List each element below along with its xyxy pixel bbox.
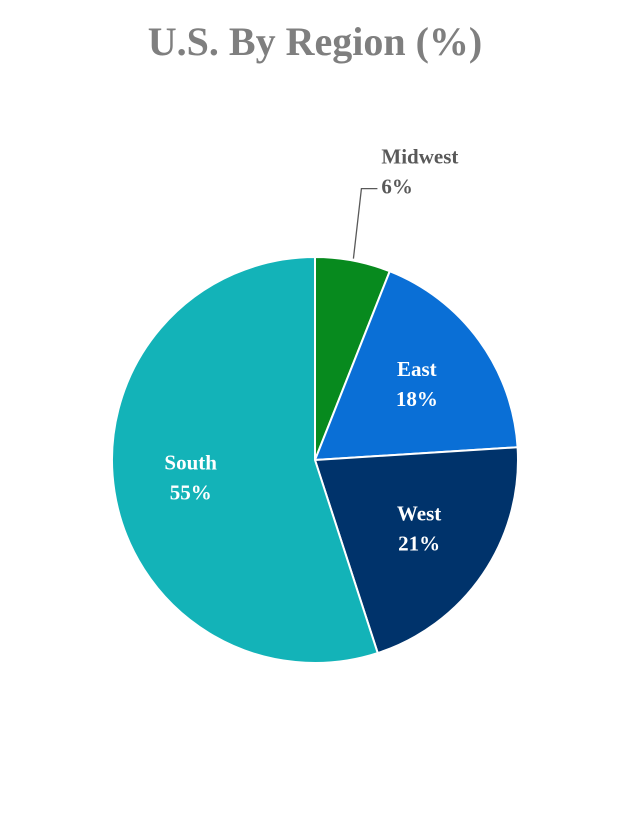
slice-category-label: Midwest	[381, 144, 458, 168]
slice-value-label: 21%	[398, 532, 440, 556]
slice-value-label: 55%	[170, 481, 212, 505]
slice-value-label: 18%	[396, 387, 438, 411]
pie-slice	[111, 255, 379, 664]
chart-title: U.S. By Region (%)	[148, 19, 482, 64]
slice-category-label: West	[397, 502, 441, 526]
slice-category-label: East	[397, 357, 437, 381]
pie-slice	[313, 269, 519, 462]
slice-value-label: 6%	[381, 174, 413, 198]
leader-line	[352, 187, 378, 259]
pie-slice	[313, 446, 519, 655]
slice-category-label: South	[164, 451, 217, 475]
